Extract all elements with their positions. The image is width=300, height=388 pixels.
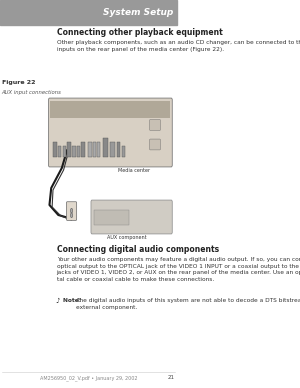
Bar (72, 146, 76, 157)
Text: The digital audio inputs of this system are not able to decode a DTS bitstream f: The digital audio inputs of this system … (76, 298, 300, 310)
Bar (117, 142, 121, 157)
Bar (67, 142, 71, 157)
Bar (63, 146, 66, 157)
Text: AUX input connections: AUX input connections (2, 90, 61, 95)
Bar (122, 146, 125, 157)
Text: ♪: ♪ (56, 298, 60, 304)
Bar (50, 101, 170, 118)
FancyBboxPatch shape (150, 120, 160, 130)
Circle shape (70, 208, 73, 213)
Text: Your other audio components may feature a digital audio output. If so, you can c: Your other audio components may feature … (56, 257, 300, 282)
Text: System Setup: System Setup (103, 8, 173, 17)
FancyBboxPatch shape (66, 202, 77, 220)
Bar (94, 210, 129, 225)
Text: Media center: Media center (118, 168, 150, 173)
Bar (77, 146, 80, 157)
FancyBboxPatch shape (49, 98, 172, 167)
Bar (58, 146, 62, 157)
Text: AM256950_02_V.pdf • January 29, 2002: AM256950_02_V.pdf • January 29, 2002 (40, 375, 137, 381)
FancyBboxPatch shape (150, 139, 160, 150)
Bar (53, 142, 57, 157)
FancyBboxPatch shape (91, 200, 172, 234)
Text: Connecting other playback equipment: Connecting other playback equipment (56, 28, 222, 37)
Text: Note:: Note: (63, 298, 83, 303)
Bar (81, 142, 85, 157)
Bar (110, 142, 115, 157)
Bar (88, 142, 91, 157)
Text: Other playback components, such as an audio CD changer, can be connected to the : Other playback components, such as an au… (56, 40, 300, 52)
Text: Figure 22: Figure 22 (2, 80, 35, 85)
Text: Connecting digital audio components: Connecting digital audio components (56, 245, 219, 254)
Text: 21: 21 (168, 375, 175, 380)
Text: AUX component: AUX component (107, 235, 147, 240)
Bar (97, 142, 100, 157)
Circle shape (70, 213, 73, 218)
Bar (0, 0, 177, 25)
Bar (93, 142, 96, 157)
Bar (103, 138, 108, 157)
